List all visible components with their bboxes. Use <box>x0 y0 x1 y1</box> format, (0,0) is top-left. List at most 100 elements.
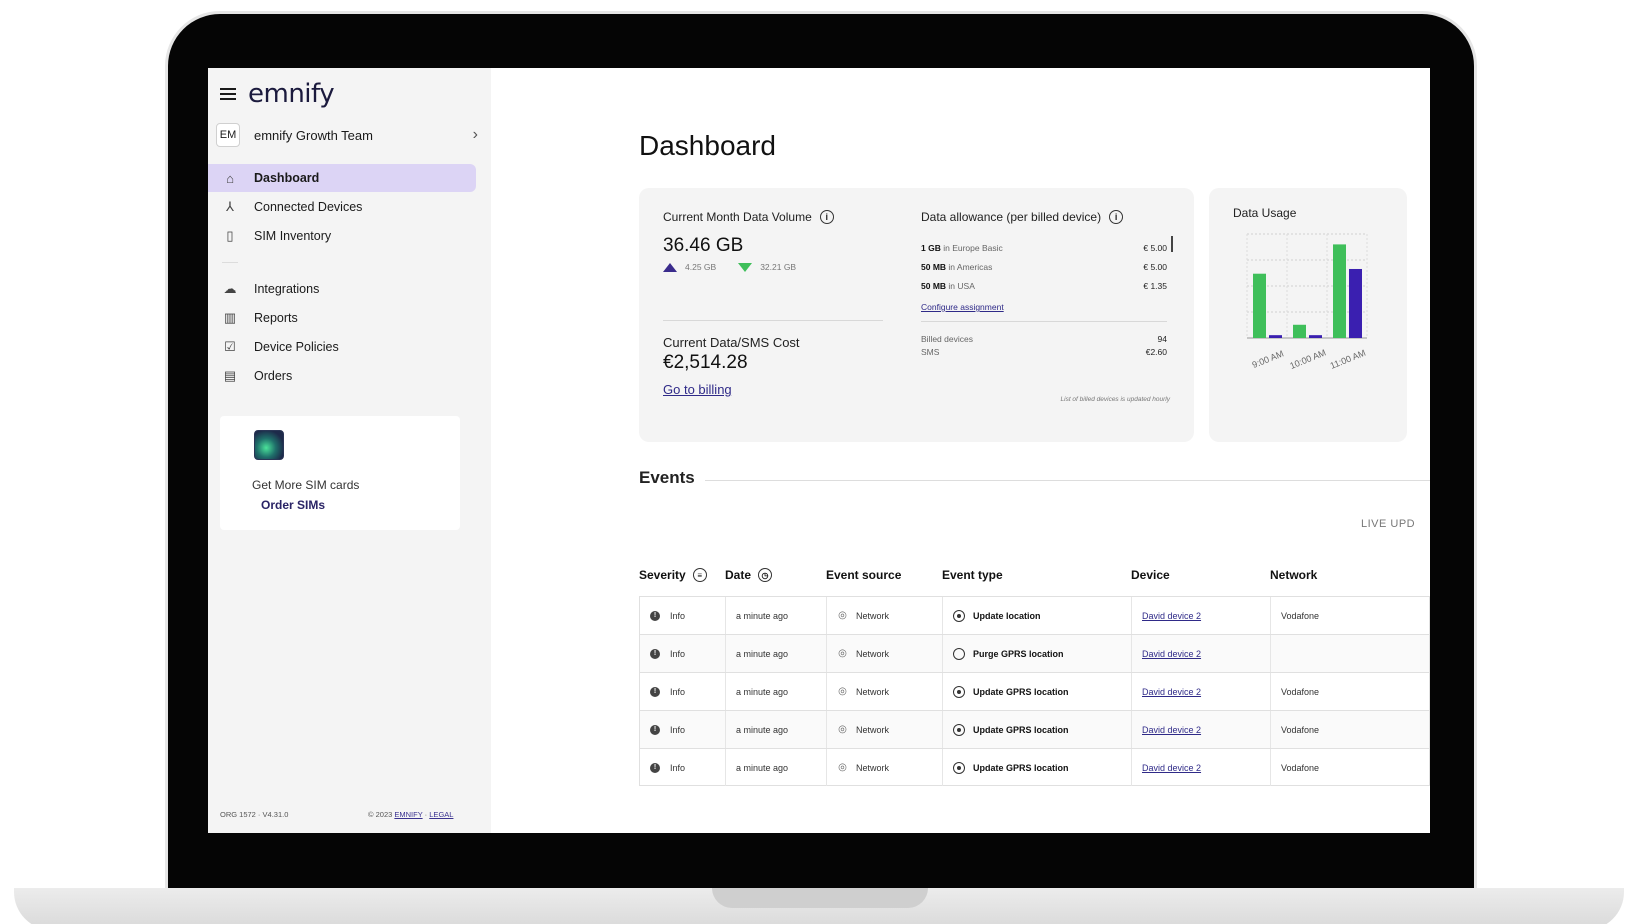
chart-icon: ▥ <box>223 310 237 325</box>
type-value: Purge GPRS location <box>973 648 1064 659</box>
billed-label: SMS <box>921 347 940 357</box>
source-cell: ◎ Network <box>827 597 943 634</box>
nav-divider <box>222 262 238 263</box>
col-network: Network <box>1270 568 1317 582</box>
filter-icon[interactable]: ≡ <box>692 568 707 582</box>
bar-1-0[interactable] <box>1293 324 1306 338</box>
org-switcher[interactable]: EM emnify Growth Team › <box>216 122 478 148</box>
bar-1-1[interactable] <box>1309 335 1322 338</box>
app-screen: emnify EM emnify Growth Team › ⌂ Dashboa… <box>208 68 1430 833</box>
allowance-region: in Americas <box>948 261 993 272</box>
table-row[interactable]: ! Info a minute ago ◎ Network Purge GPRS loca… <box>639 634 1430 672</box>
device-cell: David device 2 <box>1132 749 1271 786</box>
type-value: Update GPRS location <box>973 762 1069 773</box>
sidebar-item-orders[interactable]: ▤ Orders <box>208 362 476 390</box>
allowance-amount: 1 GB <box>921 242 941 253</box>
logo: emnify <box>248 79 335 109</box>
live-updates-toggle[interactable]: LIVE UPD <box>1361 518 1416 530</box>
legal-link[interactable]: LEGAL <box>429 810 454 819</box>
severity-value: Info <box>670 610 686 621</box>
severity-cell: ! Info <box>640 635 726 672</box>
go-to-billing-link[interactable]: Go to billing <box>663 382 732 397</box>
source-cell: ◎ Network <box>827 635 943 672</box>
table-row[interactable]: ! Info a minute ago ◎ Network Update GPRS loc… <box>639 672 1430 710</box>
order-sims-link[interactable]: Order SIMs <box>261 498 326 512</box>
type-value: Update location <box>973 610 1041 621</box>
device-cell: David device 2 <box>1132 635 1271 672</box>
events-table-body: ! Info a minute ago ◎ Network Update location… <box>639 596 1430 786</box>
severity-cell: ! Info <box>640 673 726 710</box>
allowance-desc: 50 MB in USA <box>921 281 975 291</box>
table-row[interactable]: ! Info a minute ago ◎ Network Update location… <box>639 596 1430 634</box>
sidebar-item-dashboard[interactable]: ⌂ Dashboard <box>208 164 476 192</box>
location-icon <box>953 647 965 660</box>
info-icon: ! <box>650 724 660 735</box>
device-cell: David device 2 <box>1132 673 1271 710</box>
fingerprint-icon: ◎ <box>838 610 847 621</box>
data-volume-label: Current Month Data Volume <box>663 210 812 224</box>
footer-links: © 2023 EMNIFY · LEGAL <box>368 810 454 819</box>
device-link[interactable]: David device 2 <box>1142 610 1202 621</box>
sidebar-item-connected-devices[interactable]: ⅄ Connected Devices <box>208 193 476 221</box>
device-cell: David device 2 <box>1132 711 1271 748</box>
info-icon[interactable]: i <box>819 210 834 224</box>
sidebar-item-reports[interactable]: ▥ Reports <box>208 304 476 332</box>
sidebar-item-label: Integrations <box>254 282 320 296</box>
info-icon: ! <box>650 610 660 621</box>
table-row[interactable]: ! Info a minute ago ◎ Network Update GPRS loc… <box>639 710 1430 748</box>
menu-icon[interactable] <box>220 88 236 100</box>
sidebar-item-integrations[interactable]: ☁ Integrations <box>208 275 476 303</box>
sidebar-item-label: SIM Inventory <box>254 229 332 243</box>
emnify-link[interactable]: EMNIFY <box>394 810 423 819</box>
data-usage-chart: 9:00 AM 10:00 AM 11:00 AM <box>1246 233 1368 371</box>
date-value: a minute ago <box>736 610 789 621</box>
checklist-icon: ☑ <box>224 339 236 354</box>
info-icon: ! <box>650 762 660 773</box>
sidebar-nav: ⌂ Dashboard ⅄ Connected Devices ▯ SIM In… <box>208 164 476 391</box>
usage-summary-card: Current Month Data Volume i 36.46 GB 4.2… <box>639 188 1194 442</box>
configure-assignment-link[interactable]: Configure assignment <box>921 302 1004 312</box>
severity-cell: ! Info <box>640 711 726 748</box>
allowance-price: € 5.00 <box>1143 261 1167 272</box>
clock-icon[interactable]: ◷ <box>758 568 773 582</box>
allowance-desc: 50 MB in Americas <box>921 262 992 272</box>
col-date[interactable]: Date ◷ <box>725 568 773 582</box>
col-severity[interactable]: Severity ≡ <box>639 568 707 582</box>
col-label: Date <box>725 568 752 582</box>
bar-2-0[interactable] <box>1333 244 1346 338</box>
x-tick-label: 11:00 AM <box>1329 348 1367 371</box>
network-value: Vodafone <box>1281 610 1320 621</box>
date-cell: a minute ago <box>726 749 827 786</box>
bar-0-0[interactable] <box>1253 273 1266 338</box>
col-type: Event type <box>942 568 1003 582</box>
type-value: Update GPRS location <box>973 686 1069 697</box>
info-icon: ! <box>650 686 660 697</box>
device-link[interactable]: David device 2 <box>1142 686 1202 697</box>
sidebar-item-device-policies[interactable]: ☑ Device Policies <box>208 333 476 361</box>
severity-value: Info <box>670 648 686 659</box>
col-label: Network <box>1270 568 1318 582</box>
source-value: Network <box>856 648 890 659</box>
bar-0-1[interactable] <box>1269 335 1282 338</box>
sidebar-item-label: Reports <box>254 311 298 325</box>
allowance-scrollbar[interactable] <box>1171 236 1173 252</box>
home-icon: ⌂ <box>226 170 234 186</box>
device-link[interactable]: David device 2 <box>1142 762 1202 773</box>
info-icon[interactable]: i <box>1109 210 1124 224</box>
data-volume-title: Current Month Data Volume i <box>663 210 834 224</box>
fingerprint-icon: ◎ <box>838 686 847 697</box>
sidebar-item-sim-inventory[interactable]: ▯ SIM Inventory <box>208 222 476 250</box>
bar-2-1[interactable] <box>1349 268 1362 338</box>
events-table-header: Severity ≡ Date ◷ Event source Event type … <box>639 568 1430 588</box>
promo-text: Get More SIM cards <box>252 478 360 492</box>
fingerprint-icon: ◎ <box>838 762 847 773</box>
device-link[interactable]: David device 2 <box>1142 648 1202 659</box>
date-value: a minute ago <box>736 724 789 735</box>
billed-label: Billed devices <box>921 334 973 344</box>
fingerprint-icon: ◎ <box>838 724 847 735</box>
device-link[interactable]: David device 2 <box>1142 724 1202 735</box>
network-cell: Vodafone <box>1271 597 1430 634</box>
billed-value: 94 <box>1157 334 1167 344</box>
table-row[interactable]: ! Info a minute ago ◎ Network Update GPRS loc… <box>639 748 1430 786</box>
allowance-region: in Europe Basic <box>943 242 1003 253</box>
